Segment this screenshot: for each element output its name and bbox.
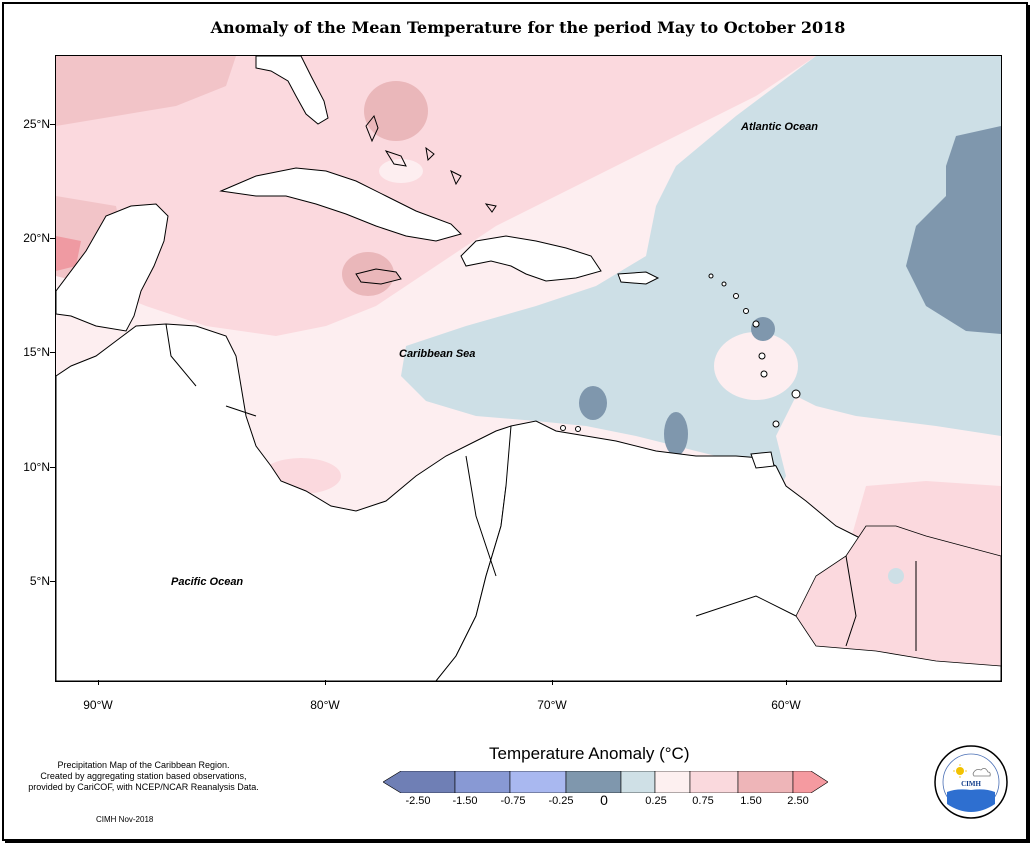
label-atlantic-ocean: Atlantic Ocean (741, 121, 819, 133)
border-central-america-1 (165, 323, 197, 387)
lon-tick-mark (98, 680, 99, 685)
map-area: Atlantic Ocean Caribbean Sea Pacific Oce… (55, 55, 1002, 682)
notes-line-3: provided by CariCOF, with NCEP/NCAR Rean… (28, 782, 259, 792)
anomaly-zone-bahamas (364, 81, 428, 141)
lon-tick-mark (552, 680, 553, 685)
land-jamaica (355, 268, 402, 285)
lat-tick-label: 25°N (23, 117, 50, 131)
anomaly-zone-nw (56, 56, 236, 126)
legend-title: Temperature Anomaly (°C) (489, 744, 690, 763)
legend-segment (792, 771, 828, 793)
logo-text: CIMH (961, 780, 981, 788)
legend-tick-label: 0 (600, 792, 608, 808)
lon-tick-label: 90°W (83, 698, 113, 712)
anomaly-zone-east-dark-blue (906, 126, 1001, 334)
legend-tick-label: -1.50 (452, 795, 478, 807)
legend-segment (454, 771, 511, 793)
cimh-logo: CIMH (934, 745, 1008, 819)
anomaly-zone-north-pink (56, 56, 816, 336)
credit-text: CIMH Nov-2018 (96, 815, 154, 824)
legend-tick-label: -2.50 (405, 795, 431, 807)
anomaly-zone-windward-pocket (714, 332, 798, 400)
lon-tick-label: 70°W (537, 698, 567, 712)
land-bahamas-4 (450, 169, 462, 186)
anomaly-spot-martinique (751, 317, 775, 341)
legend-segment (620, 771, 656, 793)
lon-tick-label: 80°W (310, 698, 340, 712)
legend-tick-label: 0.25 (645, 795, 667, 807)
legend-segment (383, 771, 456, 793)
anomaly-spot-aruba (579, 386, 607, 420)
waves-icon (947, 789, 995, 812)
lat-tick-label: 5°N (29, 574, 50, 588)
legend-tick-label: 0.75 (692, 795, 714, 807)
lon-tick-label: 60°W (771, 698, 801, 712)
legend-colorbar (383, 771, 828, 793)
border-venezuela-brazil (695, 595, 797, 617)
anomaly-zone-cuba-pocket (379, 159, 423, 183)
notes-line-1: Precipitation Map of the Caribbean Regio… (57, 760, 230, 770)
border-central-america-2 (225, 405, 257, 417)
legend-tick-label: 1.50 (740, 795, 762, 807)
legend-segment (689, 771, 739, 793)
lat-tick-mark (50, 352, 55, 353)
land-bahamas-1 (365, 114, 379, 143)
border-guyana-suriname (845, 555, 857, 647)
lat-tick-mark (50, 581, 55, 582)
notes-line-2: Created by aggregating station based obs… (40, 771, 247, 781)
map-notes: Precipitation Map of the Caribbean Regio… (6, 760, 281, 793)
lon-tick-mark (786, 680, 787, 685)
land-yucatan (56, 203, 169, 332)
legend-segment (654, 771, 691, 793)
land-bahamas-3 (425, 146, 435, 162)
map-title: Anomaly of the Mean Temperature for the … (210, 18, 846, 37)
lat-tick-label: 10°N (23, 460, 50, 474)
legend-tick-label: 2.50 (787, 795, 809, 807)
anomaly-spot-venezuela-coast (664, 412, 688, 456)
lat-tick-label: 20°N (23, 231, 50, 245)
legend-tick-label: -0.25 (548, 795, 574, 807)
lat-tick-label: 15°N (23, 345, 50, 359)
cloud-icon (972, 768, 991, 777)
lat-tick-mark (50, 467, 55, 468)
land-bahamas-2 (384, 150, 407, 167)
border-colombia-venezuela (465, 455, 497, 577)
label-pacific-ocean: Pacific Ocean (171, 576, 244, 588)
label-caribbean-sea: Caribbean Sea (399, 348, 476, 360)
sun-icon (956, 767, 964, 775)
legend-tick-label: -0.75 (500, 795, 526, 807)
temperature-anomaly-map (56, 56, 1001, 681)
land-cuba (219, 167, 462, 242)
legend-segment (737, 771, 794, 793)
land-florida (255, 56, 329, 125)
anomaly-zone-atlantic-blue (401, 56, 1001, 496)
land-suriname-spot (888, 568, 904, 584)
legend-segment (565, 771, 622, 793)
lon-tick-mark (325, 680, 326, 685)
lat-tick-mark (50, 124, 55, 125)
land-trinidad (750, 451, 775, 469)
anomaly-zone-warm-spot (56, 236, 81, 271)
land-puerto-rico (617, 271, 660, 285)
lat-tick-mark (50, 238, 55, 239)
legend-segment (509, 771, 567, 793)
land-hispaniola (460, 235, 602, 282)
land-turks-caicos (484, 203, 497, 213)
